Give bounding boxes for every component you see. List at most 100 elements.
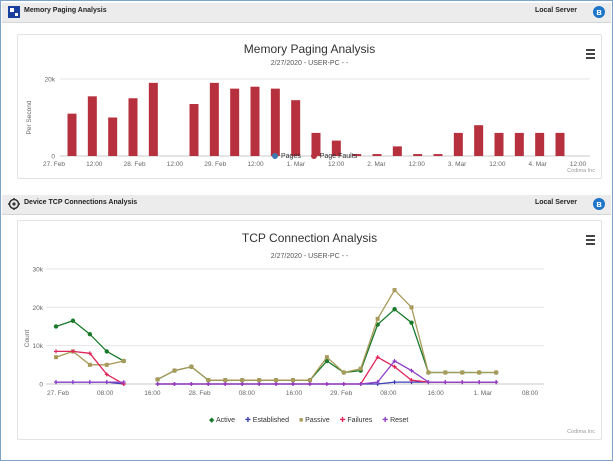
bar-page-faults xyxy=(331,140,341,156)
data-point-failures xyxy=(54,349,58,354)
memory-panel-title: Memory Paging Analysis xyxy=(24,7,107,14)
data-point-reset xyxy=(375,380,380,385)
legend-item-passive[interactable]: ■ Passive xyxy=(298,417,330,424)
x-tick-label: 2. Mar xyxy=(367,161,386,168)
x-tick-label: 29. Feb xyxy=(330,390,352,397)
x-tick-label: 12:00 xyxy=(167,161,184,168)
legend-item-page-faults[interactable]: Page Faults xyxy=(310,153,357,160)
data-point-established xyxy=(392,380,397,385)
data-point-passive xyxy=(240,378,245,383)
data-point-reset xyxy=(172,382,177,386)
data-point-passive xyxy=(307,378,312,383)
data-point-passive xyxy=(460,370,465,375)
data-point-reset xyxy=(189,382,194,386)
x-tick-label: 12:00 xyxy=(86,161,103,168)
data-point-passive xyxy=(121,359,126,363)
tcp-panel-header: Device TCP Connections Analysis Local Se… xyxy=(2,195,611,215)
data-point-passive xyxy=(291,378,295,383)
bar-page-faults xyxy=(311,132,321,156)
data-point-failures xyxy=(70,349,75,354)
bar-page-faults xyxy=(535,132,545,156)
x-tick-label: 08:00 xyxy=(97,390,114,397)
data-point-passive xyxy=(206,378,211,383)
y-axis-label: Per Second xyxy=(26,100,33,134)
data-point-passive xyxy=(274,378,279,383)
y-tick-label: 0 xyxy=(39,382,43,389)
data-point-reset xyxy=(291,382,295,386)
chart-credit: Codima Inc xyxy=(567,429,595,435)
data-point-failures xyxy=(392,364,397,369)
data-point-failures xyxy=(375,355,380,360)
data-point-active xyxy=(104,349,109,354)
chart-legend: ◆ Active ✚ Established ■ Passive ✚ Failu… xyxy=(205,416,412,424)
x-tick-label: 12:00 xyxy=(570,161,587,168)
legend-dot-icon xyxy=(310,153,317,160)
bar-page-faults xyxy=(413,154,423,156)
x-tick-label: 12:00 xyxy=(489,161,506,168)
legend-item-established[interactable]: ✚ Established xyxy=(244,417,289,424)
memory-panel-server: Local Server xyxy=(534,7,577,14)
bar-page-faults xyxy=(128,98,138,156)
bar-page-faults xyxy=(494,132,504,156)
bluetooth-icon[interactable]: ʙ xyxy=(593,6,605,18)
hamburger-menu-icon[interactable] xyxy=(586,49,595,61)
chart-subtitle: 2/27/2020 - USER-PC - - xyxy=(270,60,349,67)
data-point-passive xyxy=(375,316,380,321)
x-tick-label: 08:00 xyxy=(380,390,397,397)
x-tick-label: 3. Mar xyxy=(448,161,467,168)
data-point-reset xyxy=(223,382,228,386)
data-point-passive xyxy=(358,366,363,371)
legend-item-failures[interactable]: ✚ Failures xyxy=(339,417,373,424)
x-tick-label: 27. Feb xyxy=(47,390,69,397)
y-tick-label: 0 xyxy=(51,154,55,161)
data-point-reset xyxy=(460,380,465,385)
memory-panel-header: Memory Paging Analysis Local Server ʙ xyxy=(2,3,611,23)
legend-marker-icon: ✚ xyxy=(339,417,348,424)
bluetooth-icon[interactable]: ʙ xyxy=(593,198,605,210)
legend-item-pages[interactable]: Pages xyxy=(272,153,301,160)
data-point-passive xyxy=(477,370,482,375)
legend-item-active[interactable]: ◆ Active xyxy=(209,417,236,424)
chart-title: Memory Paging Analysis xyxy=(243,42,376,56)
x-tick-label: 12:00 xyxy=(328,161,345,168)
data-point-reset xyxy=(206,382,211,386)
data-point-passive xyxy=(87,362,92,367)
hamburger-menu-icon[interactable] xyxy=(586,235,595,247)
data-point-reset xyxy=(341,382,346,386)
data-point-passive xyxy=(443,370,448,375)
bar-page-faults xyxy=(270,88,280,156)
x-tick-label: 16:00 xyxy=(144,390,161,397)
data-point-reset xyxy=(70,380,75,385)
x-tick-label: 16:00 xyxy=(427,390,444,397)
tcp-panel-title: Device TCP Connections Analysis xyxy=(24,199,138,206)
legend-item-reset[interactable]: ✚ Reset xyxy=(382,417,409,424)
data-point-passive xyxy=(155,377,160,382)
data-point-failures xyxy=(87,351,92,356)
data-point-reset xyxy=(477,380,482,385)
bar-page-faults xyxy=(392,146,402,156)
bar-page-faults xyxy=(189,104,199,156)
x-tick-label: 1. Mar xyxy=(474,390,493,397)
data-point-reset xyxy=(104,380,109,385)
data-point-passive xyxy=(426,370,431,375)
x-tick-label: 08:00 xyxy=(239,390,256,397)
bar-page-faults xyxy=(352,154,362,156)
tcp-connection-plot: 0 10k 20k 30k Count 27. Feb 08:00 16:00 28. Feb 0… xyxy=(24,267,544,397)
legend-marker-icon: ■ xyxy=(298,417,306,424)
bar-page-faults xyxy=(474,125,484,156)
data-point-passive xyxy=(172,368,177,373)
data-point-passive xyxy=(189,364,194,369)
x-tick-label: 27. Feb xyxy=(43,161,65,168)
y-axis-label: Count xyxy=(24,330,31,348)
y-tick-label: 20k xyxy=(33,305,44,312)
data-point-reset xyxy=(155,382,160,386)
data-point-passive xyxy=(409,305,414,310)
data-point-reset xyxy=(443,380,448,385)
data-point-passive xyxy=(341,370,346,375)
data-point-reset xyxy=(358,382,363,386)
data-point-reset xyxy=(240,382,245,386)
data-point-passive xyxy=(104,362,109,367)
data-point-reset xyxy=(426,380,431,385)
bar-page-faults xyxy=(148,82,158,156)
